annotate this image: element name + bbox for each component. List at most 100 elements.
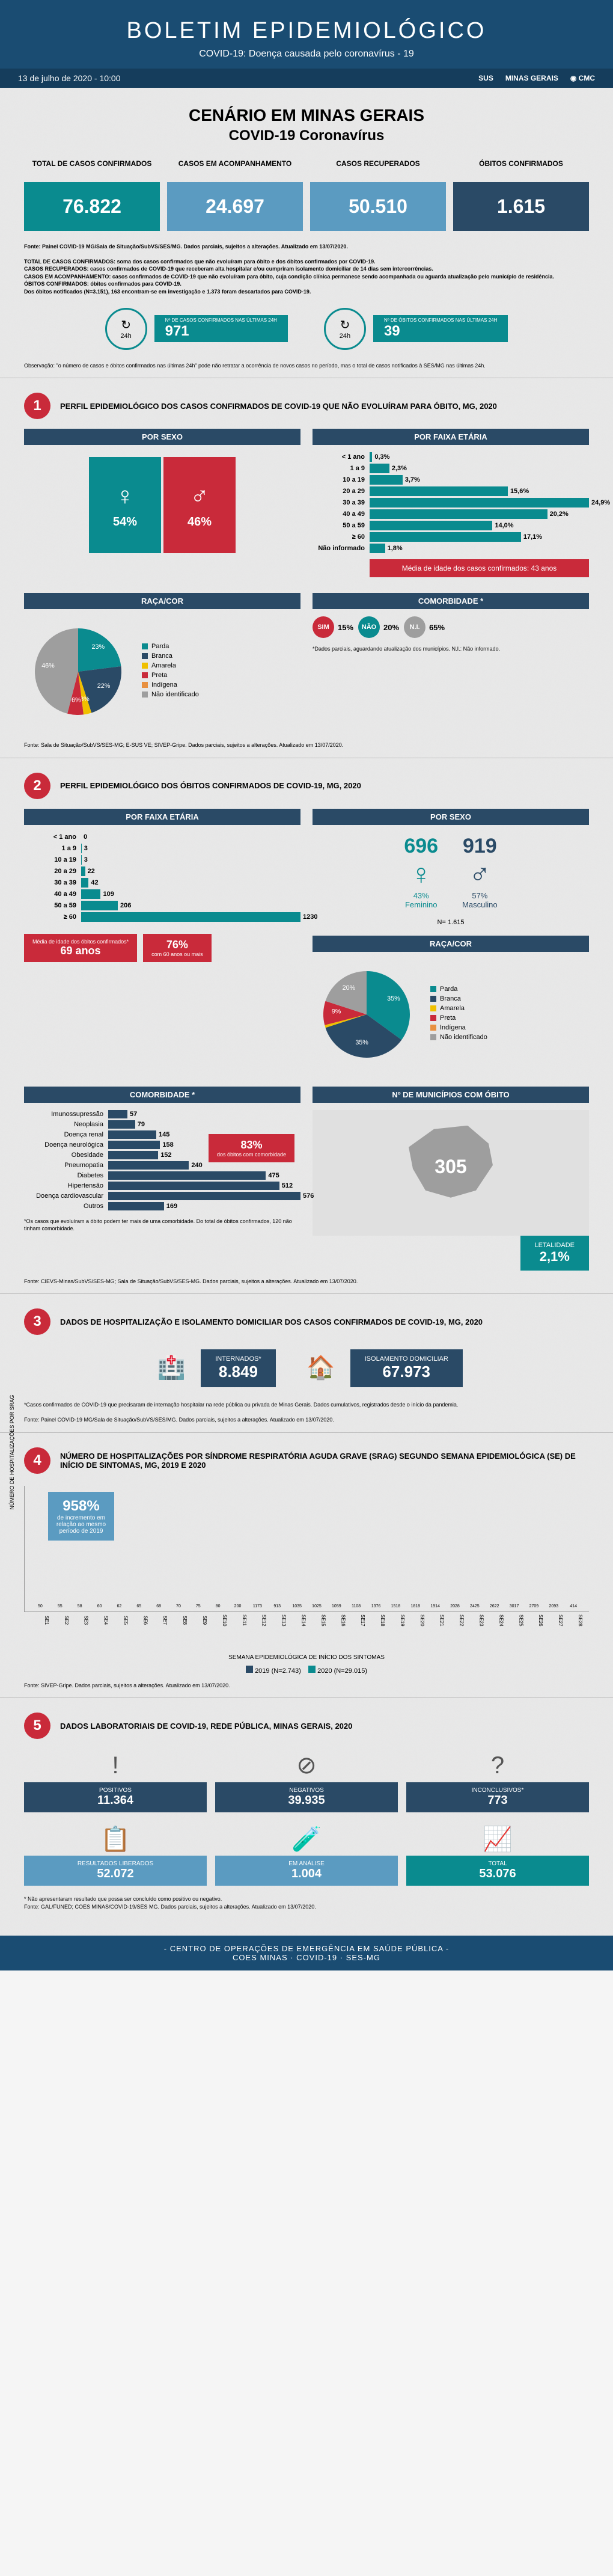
section-3-note: *Casos confirmados de COVID-19 que preci… <box>24 1401 589 1409</box>
comorb-col-1: COMORBIDADE * SIM15%NÃO20%N.I.65% *Dados… <box>313 593 589 734</box>
race-col-1: RAÇA/COR 23%22%3%6%46% PardaBrancaAmarel… <box>24 593 300 734</box>
badges-24h: ↻24hNº DE CASOS CONFIRMADOS NAS ÚLTIMAS … <box>24 308 589 350</box>
srag-chart: NÚMERO DE HOSPITALIZAÇÕES POR SRAG 958% … <box>24 1486 589 1642</box>
comorb-note-2: *Os casos que evoluíram a óbito podem te… <box>24 1218 300 1233</box>
sex-chart-col: POR SEXO ♀ 54% ♂ 46% <box>24 429 300 583</box>
svg-text:6%: 6% <box>72 696 81 704</box>
svg-text:9%: 9% <box>332 1008 341 1015</box>
race-pie-1: 23%22%3%6%46% <box>24 618 132 726</box>
logo-sus: SUS <box>478 74 493 82</box>
comorb-pct-box: 83% dos óbitos com comorbidade <box>209 1134 294 1162</box>
age-title: POR FAIXA ETÁRIA <box>313 429 589 445</box>
logo-cmc: ◉ CMC <box>570 74 595 82</box>
num-3: 3 <box>24 1308 50 1335</box>
comorb-col-2: COMORBIDADE * Imunossupressão57Neoplasia… <box>24 1087 300 1271</box>
page-title: BOLETIM EPIDEMIOLÓGICO <box>12 18 601 44</box>
female-icon-2: ♀ <box>404 858 438 891</box>
subtitle: COVID-19: Doença causada pelo coronavíru… <box>12 49 601 60</box>
sex-male-2: 919 ♂ 57% Masculino <box>462 835 498 909</box>
age-bars-1: < 1 ano0,3%1 a 92,3%10 a 193,7%20 a 2915… <box>313 452 589 553</box>
lab-icon: ! <box>24 1749 207 1782</box>
lab-icon: ⊘ <box>215 1749 398 1782</box>
section-2-source: Fonte: CIEVS-Minas/SubVS/SES-MG; Sala de… <box>24 1278 589 1286</box>
srag-xlabel: SEMANA EPIDEMIOLÓGICA DE INÍCIO DOS SINT… <box>24 1654 589 1661</box>
age-bars-2: < 1 ano01 a 9310 a 19320 a 292230 a 3942… <box>24 832 300 922</box>
section-3-source: Fonte: Painel COVID-19 MG/Sala de Situaç… <box>24 1416 589 1424</box>
main-stats: TOTAL DE CASOS CONFIRMADOS76.822CASOS EM… <box>24 159 589 231</box>
footer: - CENTRO DE OPERAÇÕES DE EMERGÊNCIA EM S… <box>0 1936 613 1970</box>
date-bar: 13 de julho de 2020 - 10:00 SUS MINAS GE… <box>0 69 613 88</box>
svg-text:23%: 23% <box>92 643 105 651</box>
section-4-title: NÚMERO DE HOSPITALIZAÇÕES POR SÍNDROME R… <box>60 1452 589 1470</box>
section-5-title: DADOS LABORATORIAIS DE COVID-19, REDE PÚ… <box>60 1722 352 1731</box>
hospital-icon: 🏥 <box>150 1347 192 1389</box>
map-box: 305 <box>313 1110 589 1236</box>
lab-row-2: 📋RESULTADOS LIBERADOS52.072🧪EM ANÁLISE1.… <box>24 1822 589 1886</box>
svg-text:46%: 46% <box>41 663 55 670</box>
num-1: 1 <box>24 393 50 419</box>
hosp-row: 🏥INTERNADOS*8.849🏠ISOLAMENTO DOMICILIAR6… <box>24 1347 589 1389</box>
section-1-source: Fonte: Sala de Situação/SubVS/SES-MG; E-… <box>24 741 589 749</box>
obs-24h: Observação: "o número de casos e óbitos … <box>24 362 589 370</box>
sex-male: ♂ 46% <box>163 457 236 553</box>
house-icon: 🏠 <box>300 1347 342 1389</box>
section-1-row2: RAÇA/COR 23%22%3%6%46% PardaBrancaAmarel… <box>24 593 589 734</box>
age-median-2: Média de idade dos óbitos confirmados* 6… <box>24 934 137 962</box>
section-2-row1: POR FAIXA ETÁRIA < 1 ano01 a 9310 a 1932… <box>24 809 589 1077</box>
male-icon-2: ♂ <box>462 858 498 891</box>
pie-wrap-1: 23%22%3%6%46% PardaBrancaAmarelaPretaInd… <box>24 618 300 726</box>
lab-icon: 🧪 <box>215 1822 398 1856</box>
section-5-header: 5 DADOS LABORATORIAIS DE COVID-19, REDE … <box>24 1713 589 1739</box>
svg-text:22%: 22% <box>97 682 111 690</box>
sex-title: POR SEXO <box>24 429 300 445</box>
page: BOLETIM EPIDEMIOLÓGICO COVID-19: Doença … <box>0 0 613 1970</box>
age-median-box: Média de idade dos casos confirmados: 43… <box>370 559 589 577</box>
header: BOLETIM EPIDEMIOLÓGICO COVID-19: Doença … <box>0 0 613 69</box>
num-5: 5 <box>24 1713 50 1739</box>
srag-ylabel: NÚMERO DE HOSPITALIZAÇÕES POR SRAG <box>9 1394 15 1509</box>
sex-n: N= 1.615 <box>313 919 589 926</box>
sex-title-2: POR SEXO <box>313 809 589 825</box>
muni-title: Nº DE MUNICÍPIOS COM ÓBITO <box>313 1087 589 1103</box>
race-title-1: RAÇA/COR <box>24 593 300 609</box>
sex-col-2: POR SEXO 696 ♀ 43% Feminino 919 ♂ 57% Ma… <box>313 809 589 1077</box>
clock-24h-icon: ↻24h <box>105 308 147 350</box>
sex-female-2: 696 ♀ 43% Feminino <box>404 835 438 909</box>
map-col: Nº DE MUNICÍPIOS COM ÓBITO 305 LETALIDAD… <box>313 1087 589 1271</box>
sex-chart: ♀ 54% ♂ 46% <box>24 457 300 553</box>
num-2: 2 <box>24 773 50 799</box>
section-5-note: * Não apresentaram resultado que possa s… <box>24 1895 589 1910</box>
scenario-title: CENÁRIO EM MINAS GERAIS <box>24 106 589 125</box>
age-col-2: POR FAIXA ETÁRIA < 1 ano01 a 9310 a 1932… <box>24 809 300 1077</box>
lab-icon: ? <box>406 1749 589 1782</box>
race-pie-2: 35% 35% 9% 20% <box>313 960 421 1069</box>
section-4-source: Fonte: SIVEP-Gripe. Dados parciais, suje… <box>24 1682 589 1690</box>
section-4-header: 4 NÚMERO DE HOSPITALIZAÇÕES POR SÍNDROME… <box>24 1447 589 1474</box>
num-4: 4 <box>24 1447 50 1474</box>
source-1: Fonte: Painel COVID-19 MG/Sala de Situaç… <box>24 243 589 251</box>
age-title-2: POR FAIXA ETÁRIA <box>24 809 300 825</box>
comorb-dots: SIM15%NÃO20%N.I.65% <box>313 616 589 638</box>
sex-count: 696 ♀ 43% Feminino 919 ♂ 57% Masculino <box>313 835 589 909</box>
logo-mg: MINAS GERAIS <box>505 74 558 82</box>
section-3-title: DADOS DE HOSPITALIZAÇÃO E ISOLAMENTO DOM… <box>60 1317 483 1326</box>
section-1-header: 1 PERFIL EPIDEMIOLÓGICO DOS CASOS CONFIR… <box>24 393 589 419</box>
section-1-row1: POR SEXO ♀ 54% ♂ 46% POR FAIXA ETÁRIA < … <box>24 429 589 583</box>
svg-text:20%: 20% <box>343 984 356 992</box>
scenario-subtitle: COVID-19 Coronavírus <box>24 127 589 144</box>
muni-count: 305 <box>322 1156 579 1178</box>
comorb-title-2: COMORBIDADE * <box>24 1087 300 1103</box>
sex-female: ♀ 54% <box>89 457 161 553</box>
race-title-2: RAÇA/COR <box>313 936 589 952</box>
section-2-header: 2 PERFIL EPIDEMIOLÓGICO DOS ÓBITOS CONFI… <box>24 773 589 799</box>
scenario-heading: CENÁRIO EM MINAS GERAIS COVID-19 Coronav… <box>24 106 589 144</box>
content: CENÁRIO EM MINAS GERAIS COVID-19 Coronav… <box>0 88 613 1936</box>
lab-icon: 📈 <box>406 1822 589 1856</box>
pie-wrap-2: 35%35%9%20% PardaBrancaAmarelaPretaIndíg… <box>313 960 589 1069</box>
svg-text:35%: 35% <box>387 995 400 1002</box>
svg-text:35%: 35% <box>355 1039 368 1046</box>
female-icon: ♀ <box>115 482 135 511</box>
male-icon: ♂ <box>190 482 209 511</box>
section-3-header: 3 DADOS DE HOSPITALIZAÇÃO E ISOLAMENTO D… <box>24 1308 589 1335</box>
srag-xlabels: SE1SE2SE3SE4SE5SE6SE7SE8SE9SE10SE11SE12S… <box>24 1615 589 1627</box>
